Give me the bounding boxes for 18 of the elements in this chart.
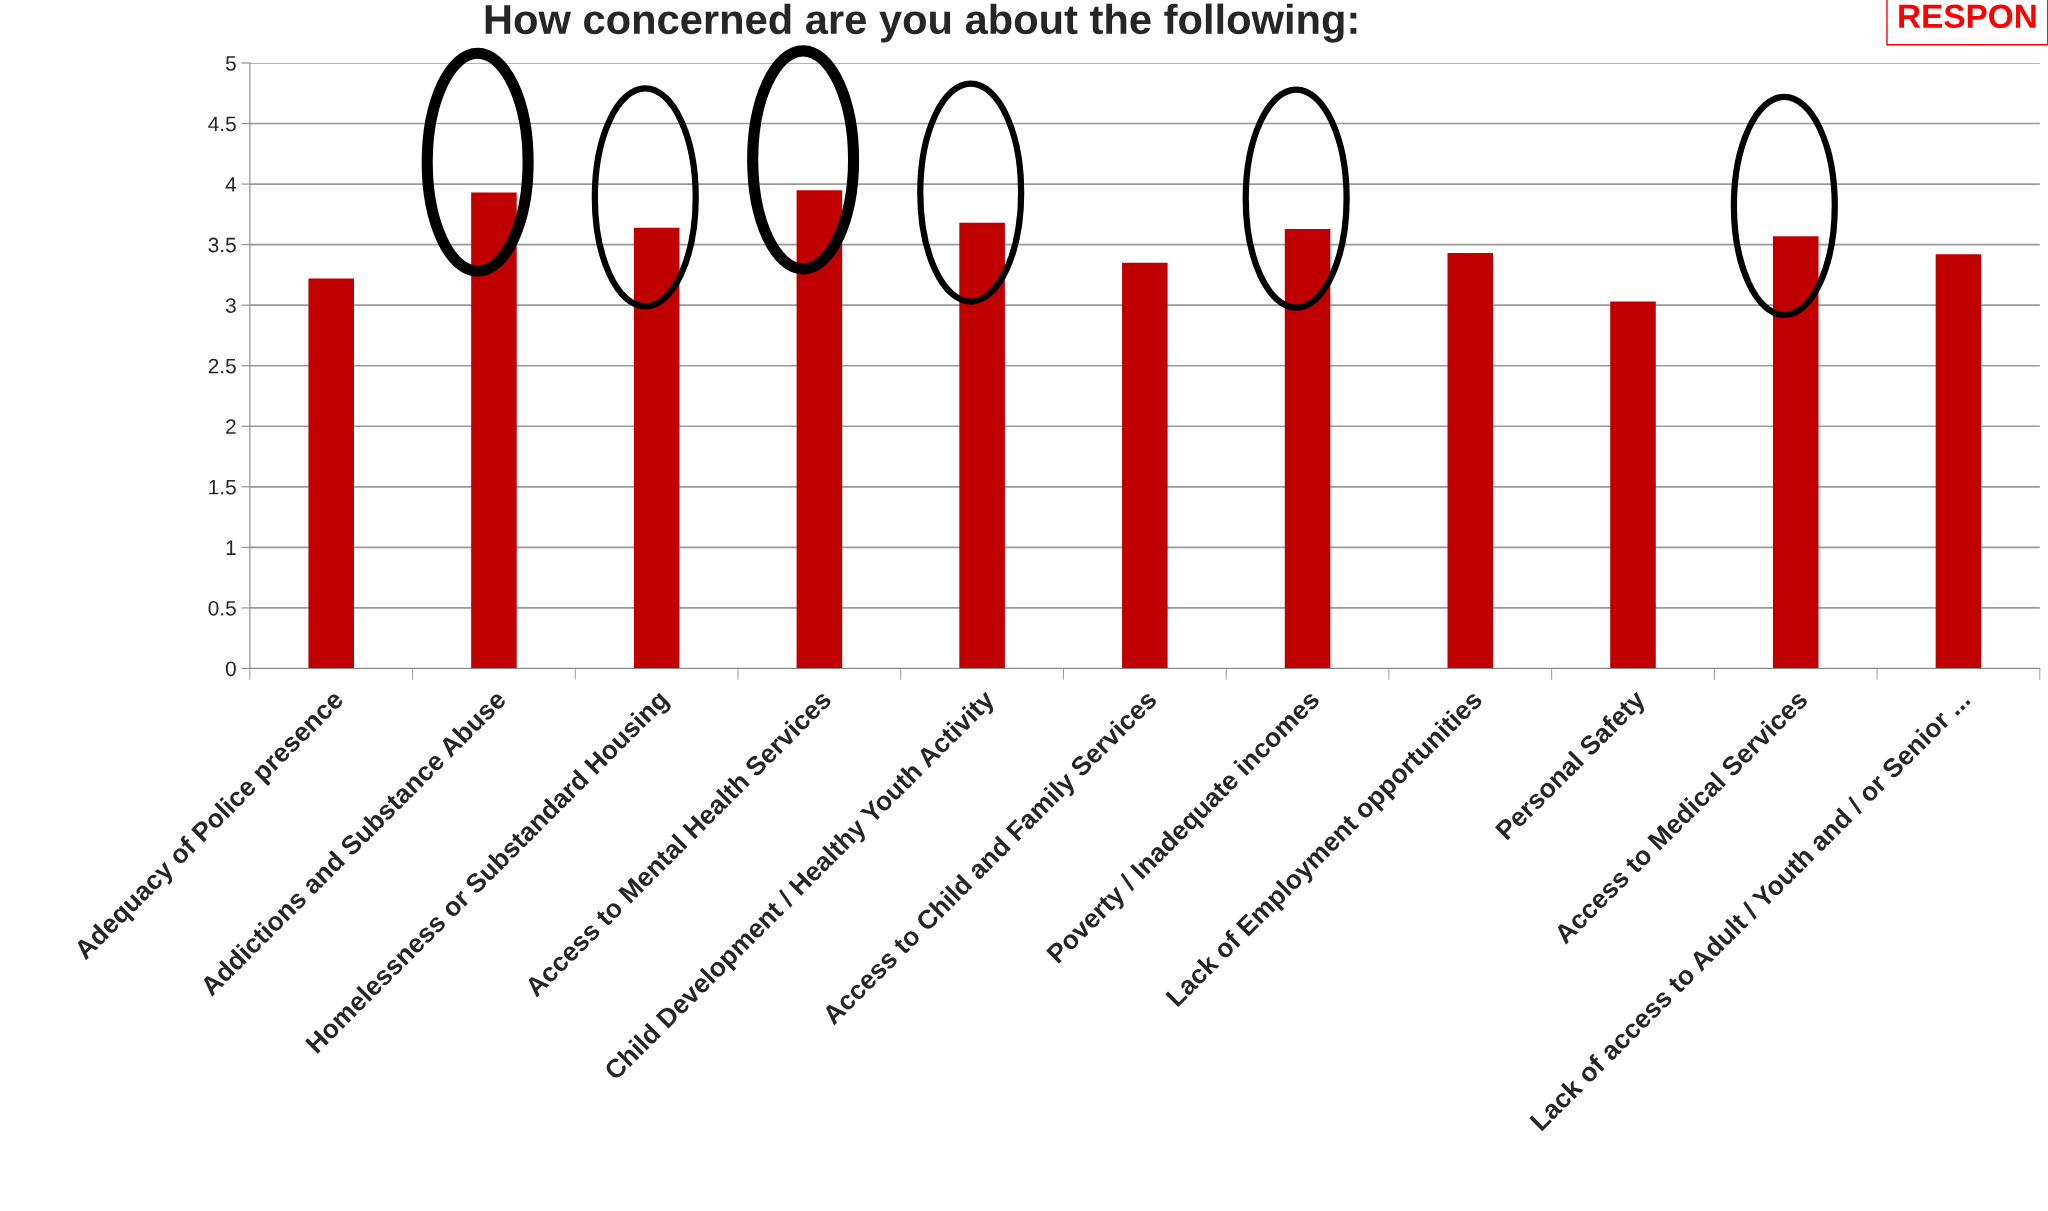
y-tick-label: 1 xyxy=(226,540,236,555)
bar xyxy=(308,278,354,669)
y-tick-label: 0 xyxy=(225,661,236,677)
y-tick-label: 5 xyxy=(225,56,236,71)
y-tick-label: 2.5 xyxy=(208,358,236,374)
y-tick-label: 0.5 xyxy=(208,600,236,616)
bar xyxy=(1447,253,1494,669)
y-tick-label: 2 xyxy=(226,419,236,434)
y-tick-label: 4.5 xyxy=(208,116,236,132)
text: RESPON xyxy=(1899,4,2036,29)
bar xyxy=(1610,301,1656,669)
bar xyxy=(1935,254,1982,669)
y-tick-label: 3.5 xyxy=(208,237,236,253)
y-tick-label: 4 xyxy=(225,177,237,192)
y-tick-label: 3 xyxy=(225,298,236,313)
chart-title: How concerned are you about the following: xyxy=(485,3,1357,43)
y-tick-label: 1.5 xyxy=(209,480,236,495)
bar xyxy=(1122,262,1168,669)
